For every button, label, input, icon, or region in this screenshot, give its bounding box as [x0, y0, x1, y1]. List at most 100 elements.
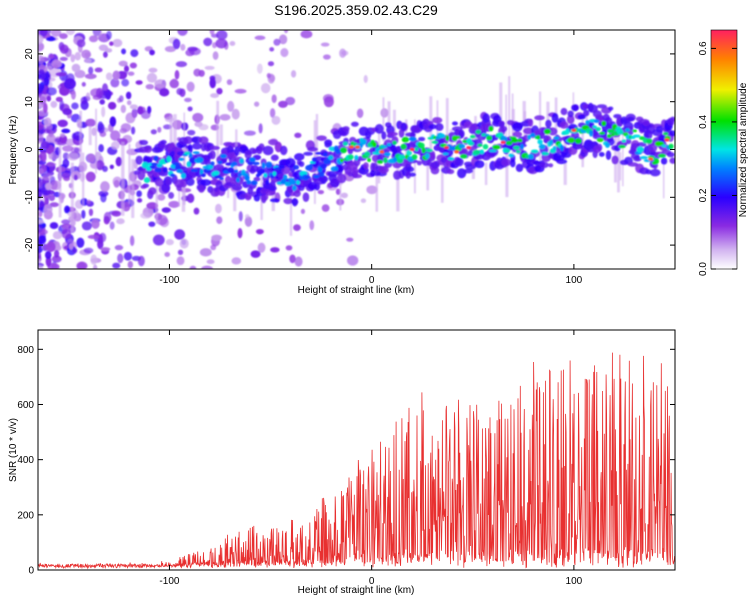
heat-cell — [164, 45, 177, 53]
heat-cell — [374, 123, 384, 134]
heat-cell — [76, 237, 85, 248]
heat-cell — [184, 97, 192, 103]
heat-cell — [210, 93, 220, 98]
heat-cell — [212, 51, 219, 60]
heat-cell — [445, 135, 450, 141]
heat-cell — [261, 162, 266, 169]
heat-cell — [265, 161, 273, 168]
heat-cell — [302, 192, 310, 203]
heat-cell — [559, 144, 564, 152]
heat-cell — [50, 180, 62, 191]
heat-cell — [237, 227, 243, 239]
heat-cell — [154, 177, 164, 187]
heat-cell — [421, 147, 426, 154]
heat-peak — [648, 157, 654, 161]
heat-cell — [176, 169, 184, 174]
heat-cell — [88, 35, 99, 43]
heat-cell — [553, 136, 560, 140]
heat-cell — [90, 254, 98, 265]
heat-cell — [618, 144, 626, 149]
heat-cell — [283, 197, 293, 205]
heat-cell — [435, 123, 444, 132]
heat-cell — [115, 156, 123, 167]
heat-cell — [227, 100, 235, 112]
heat-cell — [217, 160, 223, 165]
heat-cell — [150, 129, 157, 135]
heat-cell — [538, 144, 546, 150]
heat-cell — [583, 109, 590, 117]
heat-cell — [342, 141, 348, 147]
heat-cell — [140, 110, 151, 119]
heat-cell — [504, 148, 511, 153]
heat-cell — [340, 147, 348, 154]
heat-cell — [97, 123, 105, 134]
heat-cell — [500, 125, 508, 132]
heat-cell — [76, 39, 86, 48]
heat-cell — [278, 164, 285, 169]
heat-cell — [38, 265, 44, 269]
x-tick-label: -100 — [159, 275, 179, 286]
heat-cell — [527, 134, 532, 140]
heat-cell — [61, 228, 72, 239]
heat-cell — [189, 265, 197, 269]
heat-cell — [505, 140, 513, 146]
heat-cell — [265, 179, 270, 185]
heat-cell — [231, 161, 238, 167]
heat-cell — [38, 71, 46, 81]
heat-cell — [40, 141, 50, 150]
heat-cell — [260, 194, 267, 204]
heat-cell — [479, 149, 485, 155]
heat-cell — [145, 83, 154, 90]
heat-cell — [574, 138, 582, 144]
heat-cell — [39, 96, 47, 105]
heat-cell — [486, 135, 493, 141]
heat-cell — [43, 117, 52, 127]
heat-cell — [192, 151, 200, 155]
heat-cell — [125, 91, 132, 100]
heat-cell — [231, 183, 243, 191]
heat-cell — [88, 66, 94, 75]
heat-cell — [55, 72, 67, 77]
heat-cell — [225, 162, 233, 166]
heat-cell — [451, 121, 458, 126]
heat-streak — [617, 135, 620, 193]
heat-cell — [121, 48, 127, 55]
heat-peak — [349, 145, 354, 149]
heat-cell — [294, 132, 302, 139]
heat-cell — [416, 160, 422, 166]
heat-cell — [432, 117, 443, 124]
heat-cell — [46, 190, 55, 195]
heat-cell — [255, 228, 264, 235]
heat-cell — [49, 202, 60, 208]
heat-cell — [319, 171, 325, 177]
heat-cell — [154, 168, 162, 173]
heat-cell — [189, 157, 196, 164]
heat-cell — [360, 138, 367, 145]
heat-cell — [103, 51, 108, 58]
heat-cell — [178, 157, 185, 162]
heat-cell — [372, 151, 381, 155]
heat-cell — [649, 168, 661, 177]
heat-cell — [70, 90, 76, 100]
figure-title: S196.2025.359.02.43.C29 — [274, 2, 438, 18]
heat-streak — [155, 173, 159, 224]
heat-cell — [625, 138, 632, 145]
heat-cell — [38, 177, 42, 183]
heat-cell — [38, 219, 45, 225]
heat-cell — [605, 142, 610, 148]
heat-cell — [624, 128, 631, 132]
colorbar-tick-label: 0.6 — [698, 41, 709, 55]
heat-cell — [467, 141, 474, 146]
heat-cell — [350, 121, 359, 127]
heat-cell — [152, 234, 165, 246]
heat-cell — [114, 244, 124, 251]
heat-cell — [190, 168, 199, 173]
heat-cell — [474, 160, 485, 169]
heat-cell — [446, 169, 455, 175]
heat-cell — [249, 157, 256, 163]
heat-cell — [571, 104, 579, 112]
x-tick-label: 0 — [369, 275, 375, 286]
heat-cell — [46, 241, 56, 253]
heat-cell — [238, 211, 243, 222]
heat-cell — [270, 154, 279, 161]
